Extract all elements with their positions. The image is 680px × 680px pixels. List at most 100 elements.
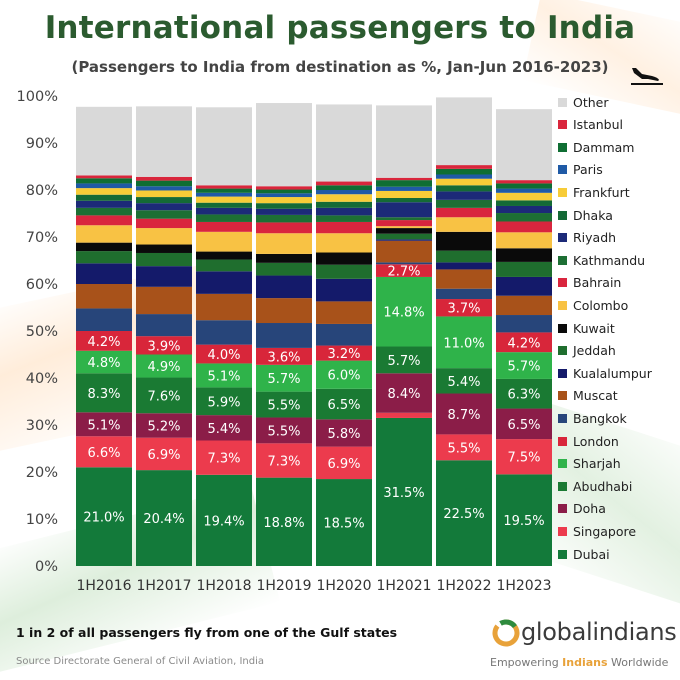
bar-segment-dhaka <box>496 200 552 206</box>
data-label: 31.5% <box>383 486 424 501</box>
legend-label: Kualalumpur <box>573 365 652 381</box>
bar-segment-singapore <box>316 446 372 480</box>
bar-segment-istanbul <box>136 176 192 181</box>
bar-segment-muscat <box>136 286 192 315</box>
bar-segment-dhaka <box>136 197 192 204</box>
bar-segment-dammam <box>316 185 372 190</box>
bar-segment-kuwait <box>376 228 432 234</box>
bar-segment-other <box>316 104 372 182</box>
legend-swatch <box>558 187 567 197</box>
bar-segment-kathmandu <box>256 214 312 223</box>
bar-segment-colombo <box>316 233 372 253</box>
bar-segment-jeddah <box>256 262 312 276</box>
bar-segment-riyadh <box>316 207 372 216</box>
bar-segment-kuwait <box>136 244 192 253</box>
legend-item: Istanbul <box>558 117 623 133</box>
data-label: 8.4% <box>387 387 420 402</box>
tagline-suffix: Worldwide <box>607 656 669 669</box>
bar-segment-dhaka <box>196 202 252 208</box>
bar-segment-kuwait <box>496 248 552 262</box>
globalindians-logo-icon <box>492 619 520 647</box>
data-label: 14.8% <box>383 306 424 321</box>
bar-segment-dammam <box>136 180 192 187</box>
legend-label: Bangkok <box>573 410 627 426</box>
bar-segment-doha <box>376 373 432 413</box>
y-tick-label: 10% <box>26 512 58 528</box>
legend-item: London <box>558 433 619 449</box>
x-tick-label: 1H2017 <box>136 578 191 594</box>
bar-segment-bangkok <box>316 323 372 346</box>
bar-segment-dammam <box>496 183 552 189</box>
bar-segment-istanbul <box>196 185 252 189</box>
bar-segment-other <box>376 105 432 178</box>
x-tick-label: 1H2018 <box>196 578 251 594</box>
bar-segment-bangkok <box>136 314 192 337</box>
bar-segment-istanbul <box>316 181 372 186</box>
bar-segment-dhaka <box>316 201 372 208</box>
bar-segment-istanbul <box>376 177 432 181</box>
legend-swatch <box>558 233 567 243</box>
bar-segment-bahrain <box>136 218 192 229</box>
bar-segment-other <box>256 103 312 187</box>
bar-segment-london <box>376 264 432 277</box>
airplane-landing-icon <box>631 68 663 85</box>
bar-segment-muscat <box>76 284 132 309</box>
bar-segment-sharjah <box>376 276 432 347</box>
bar-segment-istanbul <box>256 186 312 190</box>
legend-item: Muscat <box>558 388 618 404</box>
legend-swatch <box>558 346 567 356</box>
bar-segment-muscat <box>316 301 372 324</box>
legend-item: Bangkok <box>558 410 627 426</box>
data-label: 6.9% <box>147 448 180 463</box>
legend-label: Riyadh <box>573 230 617 246</box>
tagline-highlight: Indians <box>562 656 608 669</box>
bar-segment-riyadh <box>376 202 432 218</box>
data-label: 11.0% <box>443 336 484 351</box>
legend-item: Colombo <box>558 297 628 313</box>
data-label: 5.9% <box>207 395 240 410</box>
legend-label: Istanbul <box>573 117 624 133</box>
bar-segment-paris <box>496 188 552 193</box>
bar-segment-bangkok <box>256 323 312 348</box>
bar-segment-doha <box>316 419 372 447</box>
bar-segment-doha <box>496 408 552 440</box>
data-label: 4.8% <box>87 356 120 371</box>
data-label: 8.3% <box>87 387 120 402</box>
bar-segment-bahrain <box>316 221 372 234</box>
y-tick-label: 100% <box>17 89 58 105</box>
legend-swatch <box>558 459 567 469</box>
bar-segment-abudhabi <box>76 373 132 413</box>
legend-item: Jeddah <box>558 343 616 359</box>
legend-item: Frankfurt <box>558 184 630 200</box>
bar-segment-dubai <box>256 477 312 566</box>
x-tick-label: 1H2020 <box>316 578 371 594</box>
bar-segment-bangkok <box>496 315 552 333</box>
bar-segment-riyadh <box>496 205 552 214</box>
legend-label: Paris <box>573 162 603 178</box>
data-label: 5.7% <box>387 354 420 369</box>
legend-swatch <box>558 368 567 378</box>
legend-label: Doha <box>573 501 606 517</box>
bar-segment-london <box>256 347 312 365</box>
bar-segment-dammam <box>76 178 132 184</box>
bar-segment-kuwait <box>76 242 132 252</box>
data-label: 4.2% <box>507 336 540 351</box>
legend-swatch <box>558 391 567 401</box>
legend-item: Singapore <box>558 523 636 539</box>
bar-segment-dubai <box>496 474 552 566</box>
legend-item: Dubai <box>558 546 610 562</box>
bar-segment-london <box>436 299 492 317</box>
bar-segment-kualalumpur <box>256 275 312 299</box>
legend-item: Riyadh <box>558 230 616 246</box>
bar-segment-sharjah <box>496 352 552 379</box>
bar-segment-frankfurt <box>376 190 432 198</box>
bar-segment-bahrain <box>196 221 252 232</box>
data-label: 4.9% <box>147 360 180 375</box>
bar-segment-dhaka <box>436 185 492 192</box>
data-label: 20.4% <box>143 512 184 527</box>
bar-segment-paris <box>76 183 132 189</box>
legend-label: Sharjah <box>573 456 621 472</box>
brand-block: globalindians Empowering Indians Worldwi… <box>490 616 677 676</box>
legend-swatch <box>558 97 567 107</box>
legend-label: London <box>573 433 619 449</box>
